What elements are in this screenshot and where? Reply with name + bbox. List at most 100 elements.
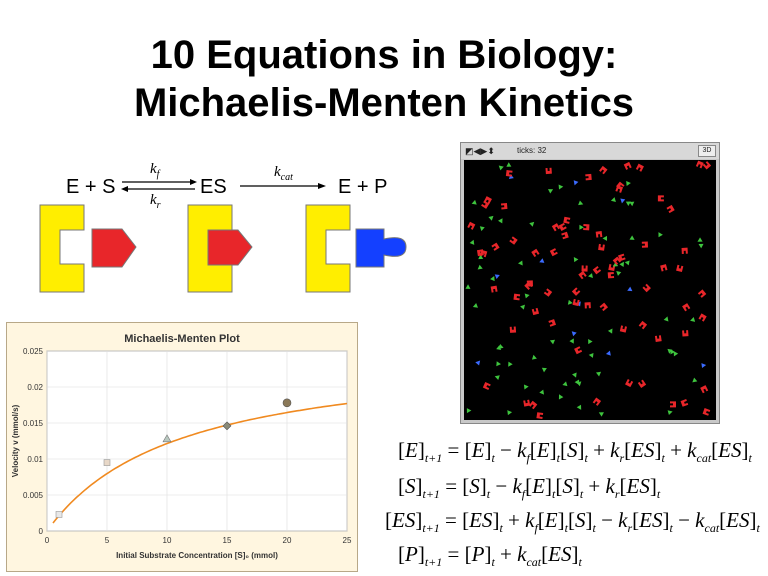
substrate-agent: [698, 243, 704, 249]
x-tick-label: 5: [105, 536, 110, 545]
enzyme-agent: [548, 319, 557, 327]
substrate-agent: [524, 293, 530, 299]
enzyme-agent: [583, 224, 590, 231]
enzyme-agent: [563, 216, 571, 224]
substrate-agent: [466, 408, 472, 414]
view-3d-button[interactable]: 3D: [698, 145, 716, 157]
substrate-agent: [479, 226, 485, 232]
equation-substrate: [S]t+1 = [S]t − kf[E]t[S]t + kr[ES]t: [398, 474, 661, 502]
enzyme-shape: [39, 204, 85, 293]
enzyme-agent: [483, 196, 492, 205]
substrate-agent: [573, 257, 579, 263]
product-agent: [475, 360, 481, 366]
substrate-agent: [624, 260, 630, 266]
enzyme-agent: [584, 302, 591, 309]
substrate-agent: [569, 338, 574, 344]
enzyme-agent: [500, 202, 508, 210]
substrate-agent: [588, 273, 593, 278]
substrate-agent: [625, 201, 631, 206]
substrate-agent: [574, 379, 580, 385]
enzyme-agent: [635, 163, 644, 172]
playback-controls-icon[interactable]: ◩◀▶⬍: [465, 146, 495, 156]
product-agent: [573, 180, 579, 186]
enzyme-agent: [491, 242, 500, 251]
data-point: [282, 398, 292, 408]
substrate-agent: [578, 200, 584, 206]
enzyme-agent: [467, 221, 476, 230]
reactants-label: E + S: [66, 176, 116, 198]
substrate-agent: [626, 181, 631, 186]
enzyme-agent: [551, 223, 561, 232]
enzyme-agent: [545, 167, 552, 175]
x-tick-label: 25: [343, 536, 352, 545]
substrate-agent: [610, 197, 616, 202]
enzyme-agent: [660, 264, 668, 272]
substrate-agent: [498, 218, 503, 224]
bound-substrate-shape: [207, 229, 253, 266]
substrate-agent: [529, 221, 535, 227]
x-tick-label: 20: [283, 536, 292, 545]
kf-label: kf: [150, 161, 160, 180]
substrate-agent: [494, 375, 500, 380]
data-point: [222, 421, 232, 431]
enzyme-agent: [697, 289, 707, 298]
enzyme-agent: [657, 195, 664, 202]
enzyme-agent: [617, 253, 626, 262]
substrate-agent: [598, 412, 604, 417]
enzyme-agent: [670, 401, 676, 408]
enzyme-agent: [543, 288, 553, 297]
enzyme-agent: [642, 283, 651, 293]
y-tick-label: 0.005: [23, 491, 44, 500]
substrate-agent: [496, 361, 501, 367]
enzyme-agent: [578, 270, 587, 280]
enzyme-agent: [654, 335, 662, 342]
substrate-agent: [508, 361, 513, 367]
enzyme-agent: [702, 408, 711, 416]
enzyme-agent: [682, 330, 689, 337]
substrate-agent: [490, 276, 495, 282]
simulation-toolbar: ◩◀▶⬍ ticks: 32 3D: [461, 143, 719, 159]
substrate-agent: [518, 260, 523, 266]
substrate-agent: [697, 237, 703, 242]
enzyme-agent: [595, 230, 603, 238]
substrate-shape: [91, 228, 137, 268]
enzyme-agent: [700, 385, 709, 394]
enzyme-agent: [574, 346, 583, 355]
substrate-agent: [616, 271, 622, 276]
enzyme-agent: [592, 397, 602, 406]
enzyme-agent: [531, 248, 540, 258]
substrate-agent: [506, 162, 512, 167]
enzyme-agent: [681, 247, 688, 254]
substrate-agent: [658, 232, 663, 238]
enzyme-agent: [680, 399, 689, 407]
enzyme-agent: [549, 248, 558, 257]
slide-title-line2: Michaelis-Menten Kinetics: [133, 81, 635, 125]
enzyme-agent: [531, 307, 540, 316]
slide-title-line1: 10 Equations in Biology:: [150, 33, 618, 77]
product-agent: [539, 258, 545, 263]
substrate-agent: [478, 254, 484, 260]
enzyme-agent: [523, 399, 531, 407]
substrate-agent: [549, 339, 556, 345]
substrate-agent: [520, 304, 525, 310]
substrate-agent: [498, 165, 504, 171]
substrate-agent: [602, 235, 607, 241]
enzyme-agent: [528, 400, 538, 410]
enzyme-agent: [676, 264, 684, 273]
substrate-agent: [667, 410, 673, 416]
substrate-agent: [588, 352, 594, 358]
substrate-agent: [541, 367, 547, 373]
enzyme-agent: [682, 303, 691, 312]
substrate-agent: [588, 338, 593, 345]
equation-enzyme: [E]t+1 = [E]t − kf[E]t[S]t + kr[ES]t + k…: [398, 438, 752, 466]
substrate-agent: [465, 284, 471, 289]
substrate-agent: [613, 262, 619, 267]
substrate-agent: [507, 410, 513, 416]
enzyme-agent: [509, 326, 517, 333]
substrate-agent: [607, 328, 613, 334]
substrate-agent: [558, 394, 564, 400]
substrate-agent: [558, 184, 564, 190]
enzyme-agent: [490, 285, 498, 293]
product-agent: [494, 274, 500, 279]
x-tick-label: 10: [163, 536, 172, 545]
